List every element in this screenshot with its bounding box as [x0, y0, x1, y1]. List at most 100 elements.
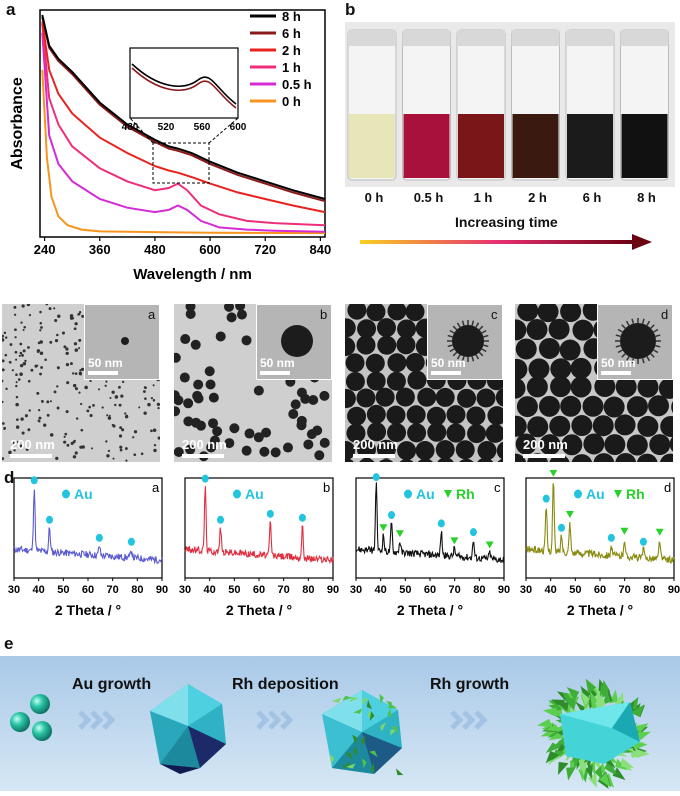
legend-label: Rh: [626, 486, 645, 502]
xrd-xtick-label: 30: [350, 584, 362, 596]
uvvis-xtick-label: 840: [310, 242, 332, 257]
nanoparticle: [303, 439, 313, 449]
nanoparticle: [357, 458, 376, 462]
nanoparticle: [108, 416, 111, 419]
nanoparticle: [39, 311, 42, 314]
nanoparticle: [66, 444, 69, 447]
nanoparticle: [314, 450, 324, 460]
inset-particle: [281, 325, 313, 357]
inset-spike: [618, 350, 622, 353]
vial-time-label: 1 h: [457, 190, 509, 205]
nanoparticle: [457, 389, 476, 408]
nanoparticle: [20, 417, 23, 420]
nanoparticle: [615, 414, 636, 435]
nanoparticle: [397, 459, 416, 462]
nanoparticle: [347, 304, 366, 320]
nanoparticle: [407, 405, 426, 424]
xrd-xtick-label: 40: [204, 584, 216, 596]
nanoparticle: [582, 396, 603, 417]
nanoparticle: [23, 349, 26, 352]
nanoparticle: [191, 340, 201, 350]
nanoparticle: [242, 335, 252, 345]
nanoparticle: [19, 343, 22, 346]
nanoparticle: [2, 368, 5, 371]
xrd-corner-label: b: [323, 480, 330, 495]
uvvis-xtick-label: 240: [34, 242, 56, 257]
nanoparticle: [138, 406, 140, 408]
inset-spike: [483, 336, 488, 337]
nanoparticle: [109, 397, 111, 399]
au-marker: [470, 528, 477, 536]
nanoparticle: [53, 307, 55, 309]
xrd-xtick-label: 70: [449, 584, 461, 596]
nanoparticle: [40, 351, 43, 354]
uvvis-inset-tick-label: 560: [194, 122, 211, 133]
uvvis-xlabel: Wavelength / nm: [133, 266, 252, 283]
tem-corner-label: c: [491, 307, 498, 322]
nanoparticle: [120, 394, 123, 397]
inset-scale-bar: [431, 371, 461, 375]
au-marker: [31, 476, 38, 484]
xrd-corner-label: c: [494, 480, 501, 495]
inset-particle: [620, 323, 656, 359]
uvvis-xtick-label: 480: [144, 242, 166, 257]
nanoparticle: [153, 384, 155, 386]
nanoparticle: [539, 338, 560, 359]
nanoparticle: [106, 414, 108, 416]
nanoparticle: [71, 442, 74, 445]
vial-neck: [457, 30, 505, 46]
inset-spike: [647, 357, 650, 361]
nanoparticle: [527, 376, 548, 397]
nanoparticle: [112, 424, 115, 427]
nanoparticle: [209, 393, 219, 403]
nanoparticle: [560, 304, 581, 322]
xrd-xtick-label: 60: [253, 584, 265, 596]
nanoparticle: [36, 365, 38, 367]
nanoparticle: [550, 376, 571, 397]
nanoparticle: [14, 314, 16, 316]
xrd-xtick-label: 40: [33, 584, 45, 596]
step-label-au-growth: Au growth: [72, 676, 151, 694]
inset-spike: [655, 335, 660, 336]
xrd-xtick-label: 50: [399, 584, 411, 596]
xrd-xtick-label: 80: [131, 584, 143, 596]
nanoparticle: [119, 404, 122, 407]
inset-spike: [448, 345, 453, 346]
nanoparticle: [70, 314, 74, 318]
nanoparticle: [396, 335, 415, 354]
inset-scale-label: 50 nm: [260, 356, 295, 370]
growth-scheme: Au growth Rh deposition Rh growth: [0, 656, 680, 791]
nanoparticle: [515, 416, 527, 437]
inset-spike: [616, 335, 621, 336]
xrd-xtick-label: 60: [594, 584, 606, 596]
au-marker: [543, 495, 550, 503]
nanoparticle: [15, 359, 17, 361]
nanoparticle: [49, 341, 52, 344]
nanoparticle: [38, 342, 41, 345]
panel-label-e: e: [4, 634, 13, 654]
nanoparticle: [86, 409, 89, 412]
inset-spike: [476, 355, 479, 359]
inset-spike: [479, 352, 483, 356]
nanoparticle: [124, 412, 126, 414]
uvvis-xtick-label: 600: [199, 242, 221, 257]
nanoparticle: [436, 457, 455, 462]
nanoparticle: [583, 433, 604, 454]
nanoparticle: [446, 424, 465, 443]
nanoparticle: [147, 403, 151, 407]
inset-particle: [121, 337, 129, 345]
nanoparticle: [224, 304, 234, 312]
legend-au-marker: [404, 490, 412, 499]
nanoparticle: [229, 423, 239, 433]
inset-spike: [616, 346, 621, 347]
nanoparticle: [377, 459, 396, 462]
nanoparticle: [151, 397, 153, 399]
inset-spike: [472, 321, 473, 326]
nanoparticle: [227, 312, 237, 322]
xrd-xtick-label: 30: [179, 584, 191, 596]
xrd-xtick-label: 90: [156, 584, 168, 596]
nanoparticle: [549, 319, 570, 340]
nanoparticle: [25, 414, 28, 417]
main-scale-label: 200 nm: [10, 437, 55, 452]
